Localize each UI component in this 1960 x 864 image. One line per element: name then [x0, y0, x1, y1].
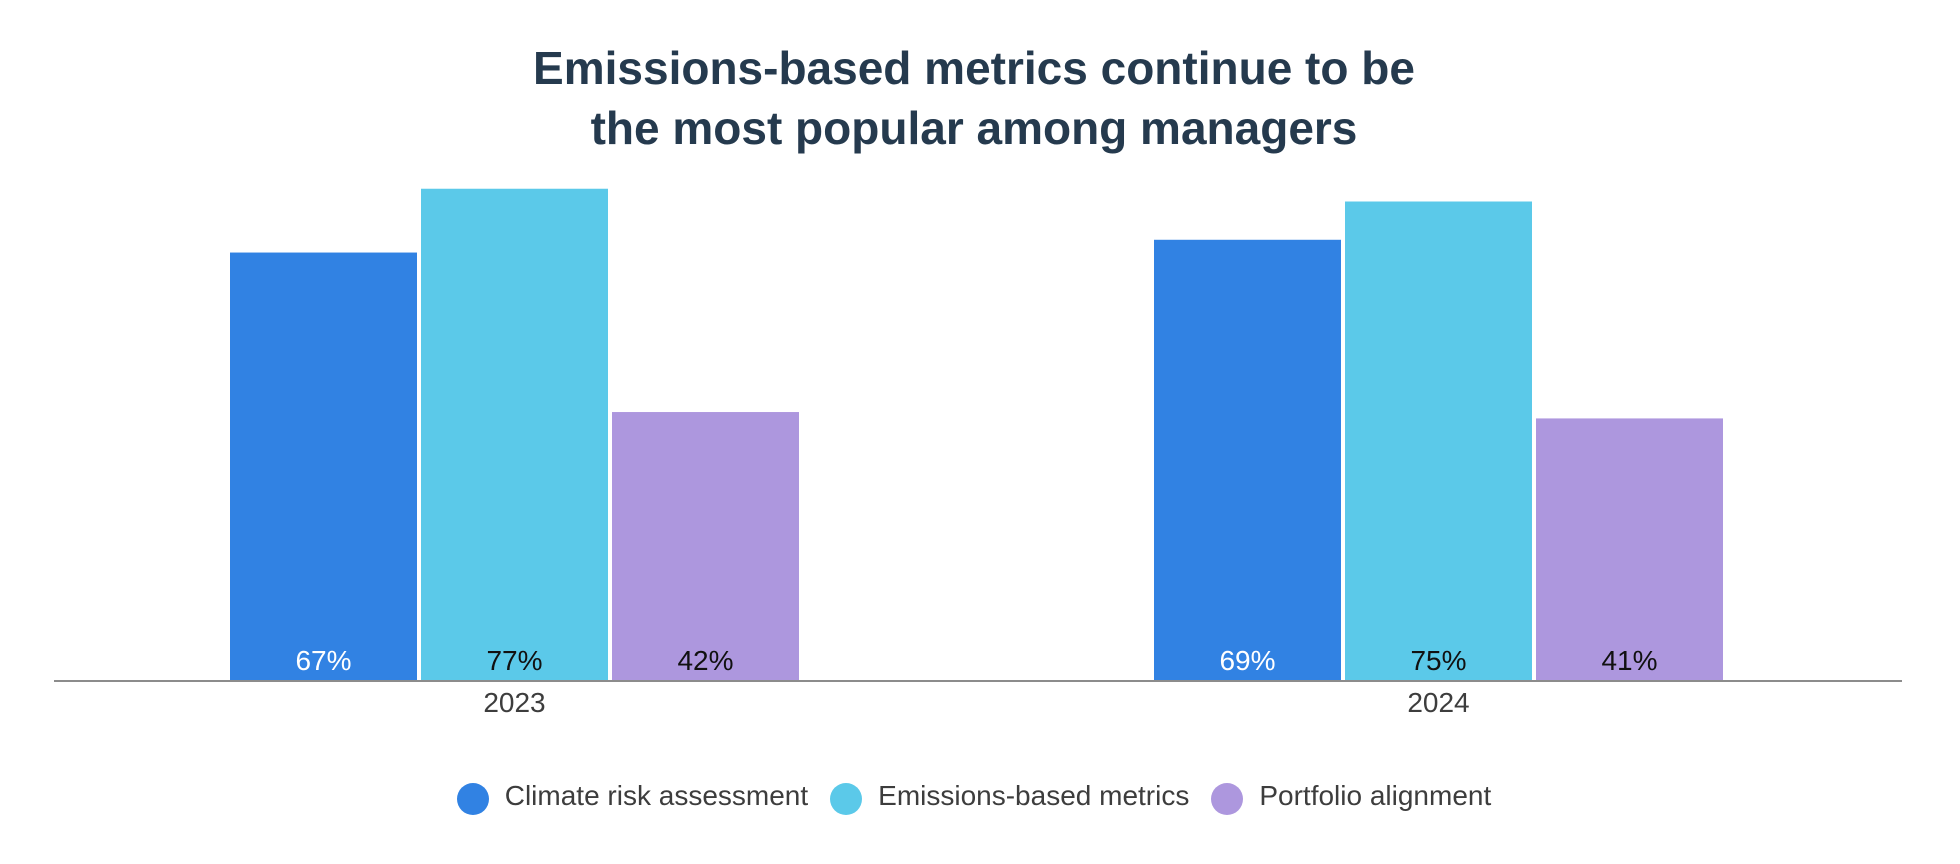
bar-portfolio-alignment-2023[interactable]: [612, 412, 799, 680]
legend-swatch-portfolio-alignment: [1211, 783, 1244, 815]
bar-portfolio-alignment-2024[interactable]: [1536, 418, 1723, 680]
chart-title-line-2: the most popular among managers: [590, 102, 1358, 154]
bar-climate-risk-assessment-2023[interactable]: [230, 252, 417, 681]
data-label-climate-risk-assessment-2024: 69%: [1219, 645, 1275, 676]
bar-emissions-based-metrics-2024[interactable]: [1345, 201, 1532, 681]
bars-layer: 67% 77% 42% 69% 75% 41%: [230, 188, 1723, 681]
chart-title: Emissions-based metrics continue to be t…: [0, 38, 1948, 158]
bar-climate-risk-assessment-2024[interactable]: [1154, 239, 1341, 680]
chart-title-line-1: Emissions-based metrics continue to be: [533, 42, 1415, 94]
x-tick-label-2023: 2023: [483, 687, 545, 718]
bar-emissions-based-metrics-2023[interactable]: [421, 188, 608, 681]
legend: Climate risk assessment Emissions-based …: [0, 780, 1948, 815]
data-label-portfolio-alignment-2023: 42%: [677, 645, 733, 676]
legend-label: Portfolio alignment: [1259, 780, 1492, 811]
data-label-portfolio-alignment-2024: 41%: [1601, 645, 1657, 676]
legend-item-climate-risk-assessment[interactable]: Climate risk assessment: [456, 780, 809, 815]
legend-swatch-climate-risk-assessment: [456, 783, 489, 815]
legend-item-emissions-based-metrics[interactable]: Emissions-based metrics: [830, 780, 1190, 815]
data-label-emissions-based-metrics-2023: 77%: [486, 645, 542, 676]
data-label-climate-risk-assessment-2023: 67%: [295, 645, 351, 676]
x-axis-tick-labels: 2023 2024: [483, 687, 1469, 718]
legend-label: Emissions-based metrics: [878, 780, 1190, 811]
legend-item-portfolio-alignment[interactable]: Portfolio alignment: [1211, 780, 1492, 815]
legend-swatch-emissions-based-metrics: [830, 783, 863, 815]
legend-label: Climate risk assessment: [504, 780, 809, 811]
x-tick-label-2024: 2024: [1407, 687, 1469, 718]
data-label-emissions-based-metrics-2024: 75%: [1410, 645, 1466, 676]
